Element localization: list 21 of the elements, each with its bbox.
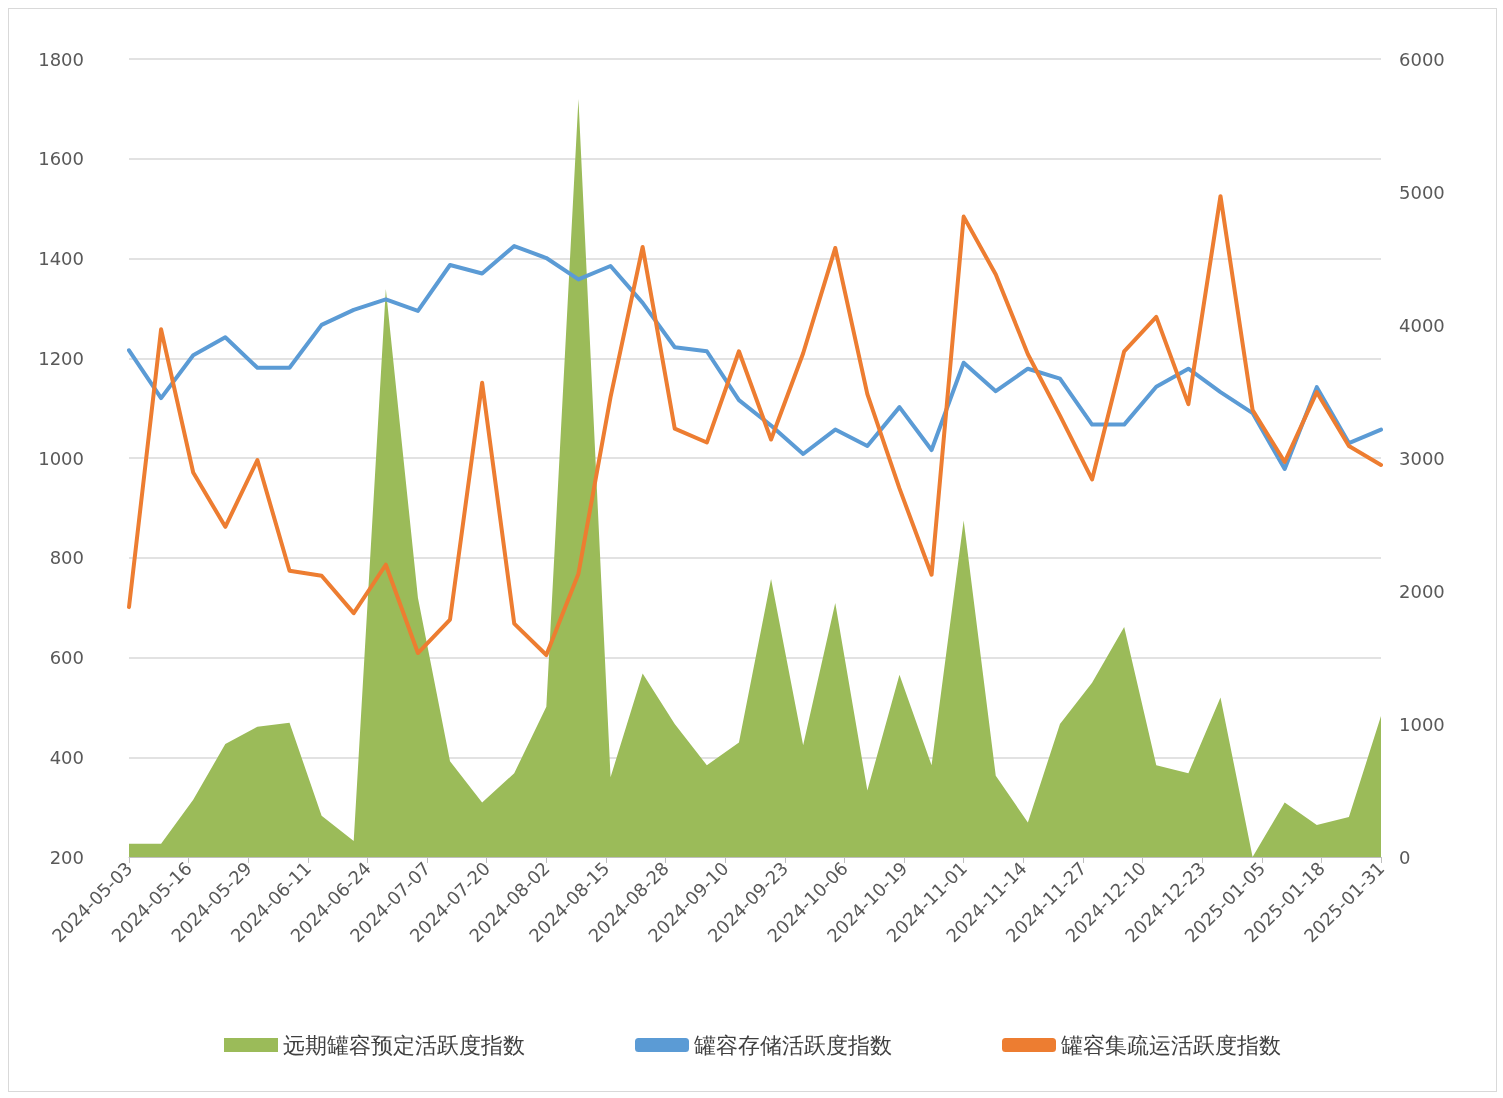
y-tick-label: 1200	[38, 347, 84, 369]
y2-tick-label: 4000	[1399, 314, 1445, 336]
legend-label: 远期罐容预定活跃度指数	[283, 1032, 525, 1058]
legend-label: 罐容集疏运活跃度指数	[1061, 1032, 1281, 1058]
y2-tick-label: 5000	[1399, 181, 1445, 203]
legend-label: 罐容存储活跃度指数	[694, 1032, 892, 1058]
y-tick-label: 800	[49, 547, 84, 569]
y2-tick-label: 2000	[1399, 580, 1445, 602]
line-series	[127, 244, 1383, 471]
y2-tick-label: 0	[1399, 846, 1411, 868]
y-tick-label: 600	[49, 647, 84, 668]
line-series	[127, 194, 1383, 658]
y-tick-label: 1000	[38, 447, 84, 469]
y2-tick-label: 3000	[1399, 447, 1445, 469]
y-tick-label: 1400	[38, 248, 84, 269]
y-tick-label: 200	[49, 846, 84, 868]
y-tick-label: 1600	[38, 148, 84, 170]
y2-tick-label: 1000	[1399, 713, 1445, 735]
y-tick-label: 400	[49, 746, 84, 768]
y2-tick-label: 6000	[1399, 48, 1445, 70]
y-tick-label: 1800	[38, 48, 84, 70]
